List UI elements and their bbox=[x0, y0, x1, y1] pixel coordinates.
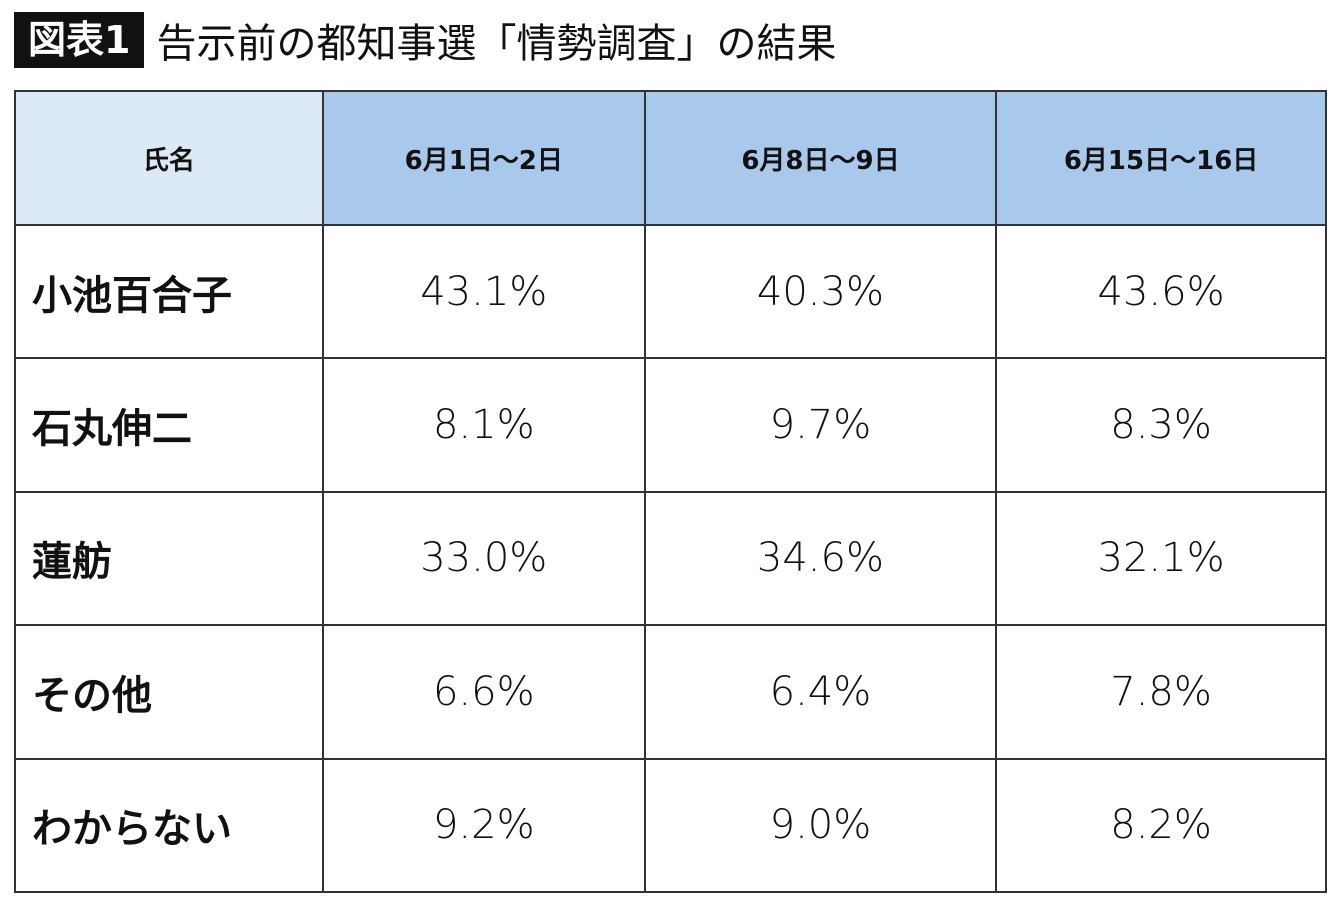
header-row: 氏名 6月1日～2日 6月8日～9日 6月15日～16日 bbox=[14, 90, 1327, 226]
column-header: 6月8日～9日 bbox=[643, 90, 998, 226]
percentage-cell: 40.3% bbox=[643, 223, 998, 360]
candidate-name: 石丸伸二 bbox=[14, 357, 324, 493]
percentage-cell: 6.6% bbox=[321, 624, 646, 760]
table-row: その他 6.6% 6.4% 7.8% bbox=[14, 624, 1327, 760]
percentage-cell: 8.3% bbox=[995, 357, 1327, 493]
percentage-cell: 34.6% bbox=[643, 490, 998, 627]
percentage-cell: 7.8% bbox=[995, 624, 1327, 760]
percentage-cell: 8.2% bbox=[995, 757, 1327, 894]
column-header: 6月15日～16日 bbox=[995, 90, 1327, 226]
percentage-cell: 9.7% bbox=[643, 357, 998, 493]
column-header: 6月1日～2日 bbox=[321, 90, 646, 226]
figure-badge: 図表1 bbox=[14, 12, 145, 68]
percentage-cell: 9.0% bbox=[643, 757, 998, 894]
header: 図表1 告示前の都知事選「情勢調査」の結果 bbox=[14, 10, 836, 70]
table-row: 石丸伸二 8.1% 9.7% 8.3% bbox=[14, 357, 1327, 493]
percentage-cell: 33.0% bbox=[321, 490, 646, 627]
candidate-name: その他 bbox=[14, 624, 324, 760]
percentage-cell: 9.2% bbox=[321, 757, 646, 894]
candidate-name: 小池百合子 bbox=[14, 223, 324, 360]
table-row: 小池百合子 43.1% 40.3% 43.6% bbox=[14, 223, 1327, 360]
candidate-name: 蓮舫 bbox=[14, 490, 324, 627]
title: 告示前の都知事選「情勢調査」の結果 bbox=[156, 21, 837, 67]
candidate-name: わからない bbox=[14, 757, 324, 894]
percentage-cell: 43.6% bbox=[995, 223, 1327, 360]
percentage-cell: 6.4% bbox=[643, 624, 998, 760]
table-body: 小池百合子 43.1% 40.3% 43.6% 石丸伸二 8.1% 9.7% 8.3% 蓮舫 33… bbox=[14, 223, 1327, 894]
percentage-cell: 32.1% bbox=[995, 490, 1327, 627]
column-header: 氏名 bbox=[14, 90, 324, 226]
table-row: 蓮舫 33.0% 34.6% 32.1% bbox=[14, 490, 1327, 627]
table-row: わからない 9.2% 9.0% 8.2% bbox=[14, 757, 1327, 894]
results-table: 氏名 6月1日～2日 6月8日～9日 6月15日～16日 小池百合子 43.1% 40.3… bbox=[14, 90, 1327, 894]
percentage-cell: 8.1% bbox=[321, 357, 646, 493]
percentage-cell: 43.1% bbox=[321, 223, 646, 360]
